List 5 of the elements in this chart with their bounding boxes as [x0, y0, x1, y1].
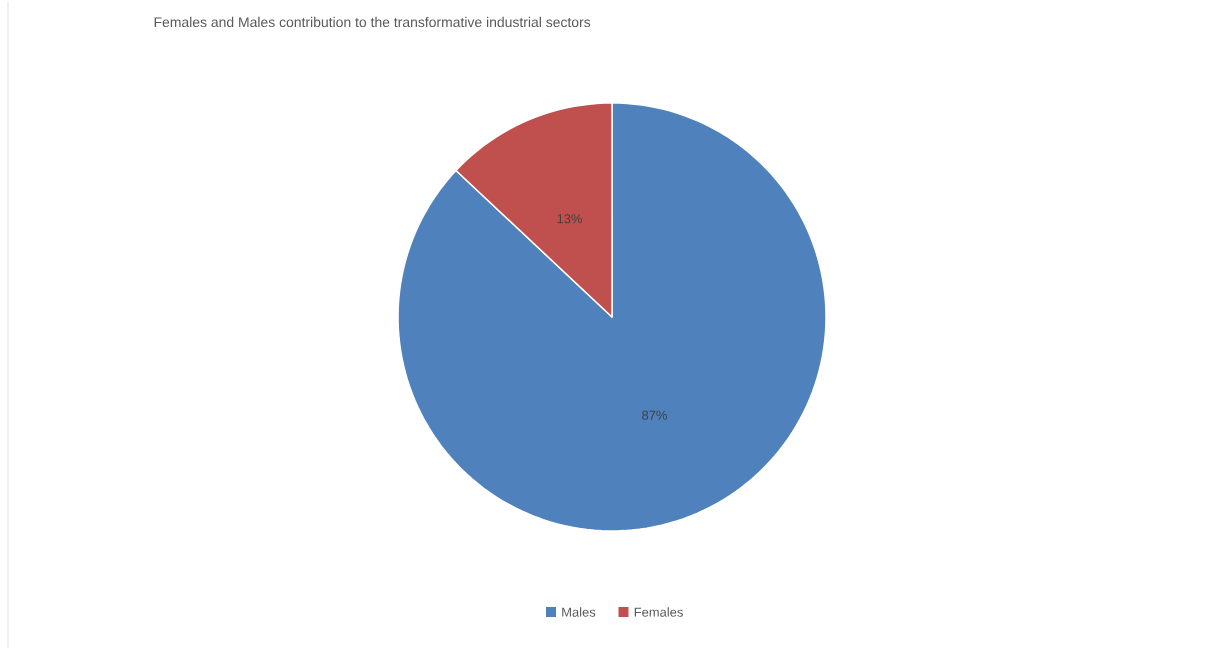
legend-label: Males: [562, 607, 596, 617]
data-label: 87%: [642, 410, 668, 420]
chart-title: Females and Males contribution to the transformative industrial sectors: [154, 16, 591, 28]
data-label: 13%: [557, 214, 583, 224]
legend-label: Females: [634, 607, 683, 617]
